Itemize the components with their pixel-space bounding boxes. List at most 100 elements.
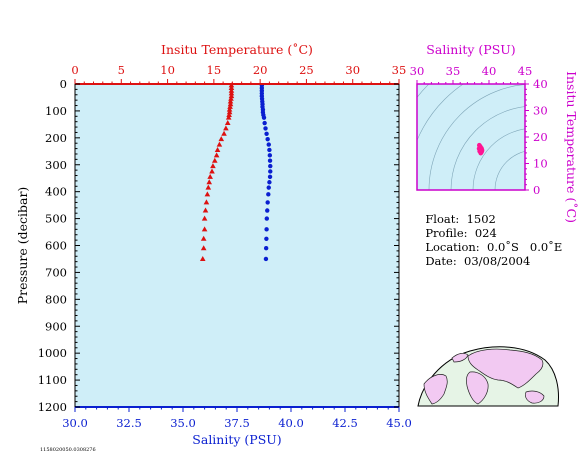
salinity-point	[266, 185, 271, 190]
salinity-tick-label: 40.0	[278, 416, 304, 430]
salinity-point	[265, 208, 270, 213]
temperature-tick-label: 30	[345, 63, 360, 77]
temperature-tick-label: 25	[299, 63, 314, 77]
ts-temperature-axis-title: Insitu Temperature (˚C)	[564, 71, 579, 223]
salinity-point	[265, 136, 270, 142]
ts-temperature-tick-label: 20	[533, 130, 548, 144]
salinity-point	[261, 115, 267, 120]
pressure-tick-label: 1000	[38, 346, 67, 360]
temperature-axis-title: Insitu Temperature (˚C)	[161, 42, 313, 57]
temperature-point	[203, 199, 210, 205]
temperature-point	[199, 255, 206, 261]
temperature-point	[226, 109, 233, 115]
ts-contour-line	[494, 150, 525, 190]
profile-axes: 0100200300400500600700800900100011001200…	[38, 63, 412, 430]
pressure-tick-label: 900	[45, 319, 67, 333]
ts-marks	[476, 142, 485, 156]
temperature-point	[226, 106, 233, 112]
temperature-point	[206, 179, 213, 185]
temperature-tick-label: 35	[392, 63, 407, 77]
map-landmass-arctic	[451, 352, 469, 363]
temperature-point	[227, 98, 234, 104]
ts-temperature-tick-label: 30	[533, 104, 548, 118]
salinity-point	[264, 227, 269, 232]
ts-contour-line	[472, 128, 525, 190]
salinity-point	[267, 174, 273, 180]
salinity-point	[267, 147, 272, 153]
temperature-point	[228, 93, 235, 99]
temperature-point	[200, 235, 207, 241]
ts-contour-line	[428, 84, 525, 190]
salinity-point	[268, 163, 273, 169]
pressure-tick-label: 1100	[38, 373, 67, 387]
temperature-point	[213, 152, 220, 158]
salinity-point	[262, 120, 267, 126]
temperature-point	[210, 163, 216, 169]
map-continents	[423, 348, 545, 405]
salinity-axis-title: Salinity (PSU)	[192, 432, 281, 447]
pressure-tick-label: 800	[45, 292, 67, 306]
temperature-point	[201, 226, 208, 232]
temperature-tick-label: 0	[71, 63, 78, 77]
location-line: Location: 0.0˚S 0.0˚E	[418, 226, 562, 254]
salinity-point	[263, 256, 269, 262]
salinity-tick-label: 42.5	[332, 416, 358, 430]
ts-density-contours	[417, 84, 525, 190]
temperature-point	[227, 101, 234, 107]
map-landmass-americas	[423, 374, 448, 405]
salinity-tick-label: 30.0	[62, 416, 88, 430]
pressure-axis-title: Pressure (decibar)	[15, 187, 30, 305]
temperature-point	[207, 173, 213, 179]
temperature-point	[214, 146, 221, 152]
salinity-point	[264, 131, 269, 136]
ts-contour-line	[450, 106, 525, 190]
temperature-tick-label: 15	[207, 63, 222, 77]
temperature-point	[202, 207, 209, 213]
profile-value: 024	[474, 226, 497, 240]
pressure-tick-label: 500	[45, 212, 67, 226]
profile-label: Profile:	[425, 226, 468, 240]
temperature-point	[227, 103, 233, 109]
ts-temperature-tick-label: 0	[533, 183, 540, 197]
ts-plot-area	[417, 84, 525, 190]
pressure-tick-label: 1200	[38, 400, 67, 414]
temperature-tick-label: 5	[118, 63, 125, 77]
salinity-tick-label: 37.5	[224, 416, 250, 430]
temperature-point	[221, 130, 227, 136]
date-line: Date: 03/08/2004	[418, 240, 530, 268]
salinity-point	[263, 245, 269, 251]
salinity-point	[267, 153, 273, 158]
temperature-point	[211, 157, 218, 163]
date-value: 03/08/2004	[464, 254, 531, 268]
ts-point	[477, 149, 482, 154]
ts-temperature-tick-label: 40	[533, 77, 548, 91]
salinity-point	[264, 216, 270, 221]
footer-code: 1158020050.0308276	[40, 447, 96, 453]
location-value: 0.0˚S 0.0˚E	[487, 240, 563, 254]
float-value: 1502	[466, 212, 496, 226]
temperature-point	[228, 90, 235, 96]
date-label: Date:	[425, 254, 457, 268]
location-label: Location:	[425, 240, 480, 254]
pressure-tick-label: 300	[45, 158, 67, 172]
ts-salinity-tick-label: 40	[482, 64, 497, 78]
ts-salinity-tick-label: 45	[518, 64, 533, 78]
location-map	[417, 346, 559, 407]
temperature-point	[200, 245, 207, 251]
salinity-tick-label: 45.0	[386, 416, 412, 430]
map-landmass-eurasia	[467, 348, 544, 389]
profile-plot: 0100200300400500600700800900100011001200…	[15, 42, 412, 447]
pressure-tick-label: 0	[60, 77, 67, 91]
temperature-tick-label: 10	[160, 63, 175, 77]
salinity-point	[268, 169, 273, 174]
map-landmass-australia	[525, 390, 545, 404]
temperature-point	[209, 168, 215, 174]
temperature-point	[224, 120, 231, 126]
float-id-line: Float: 1502	[418, 198, 496, 226]
pressure-tick-label: 600	[45, 239, 67, 253]
ts-temperature-tick-label: 10	[533, 157, 548, 171]
ts-point	[477, 145, 483, 150]
temperature-point	[225, 114, 232, 120]
